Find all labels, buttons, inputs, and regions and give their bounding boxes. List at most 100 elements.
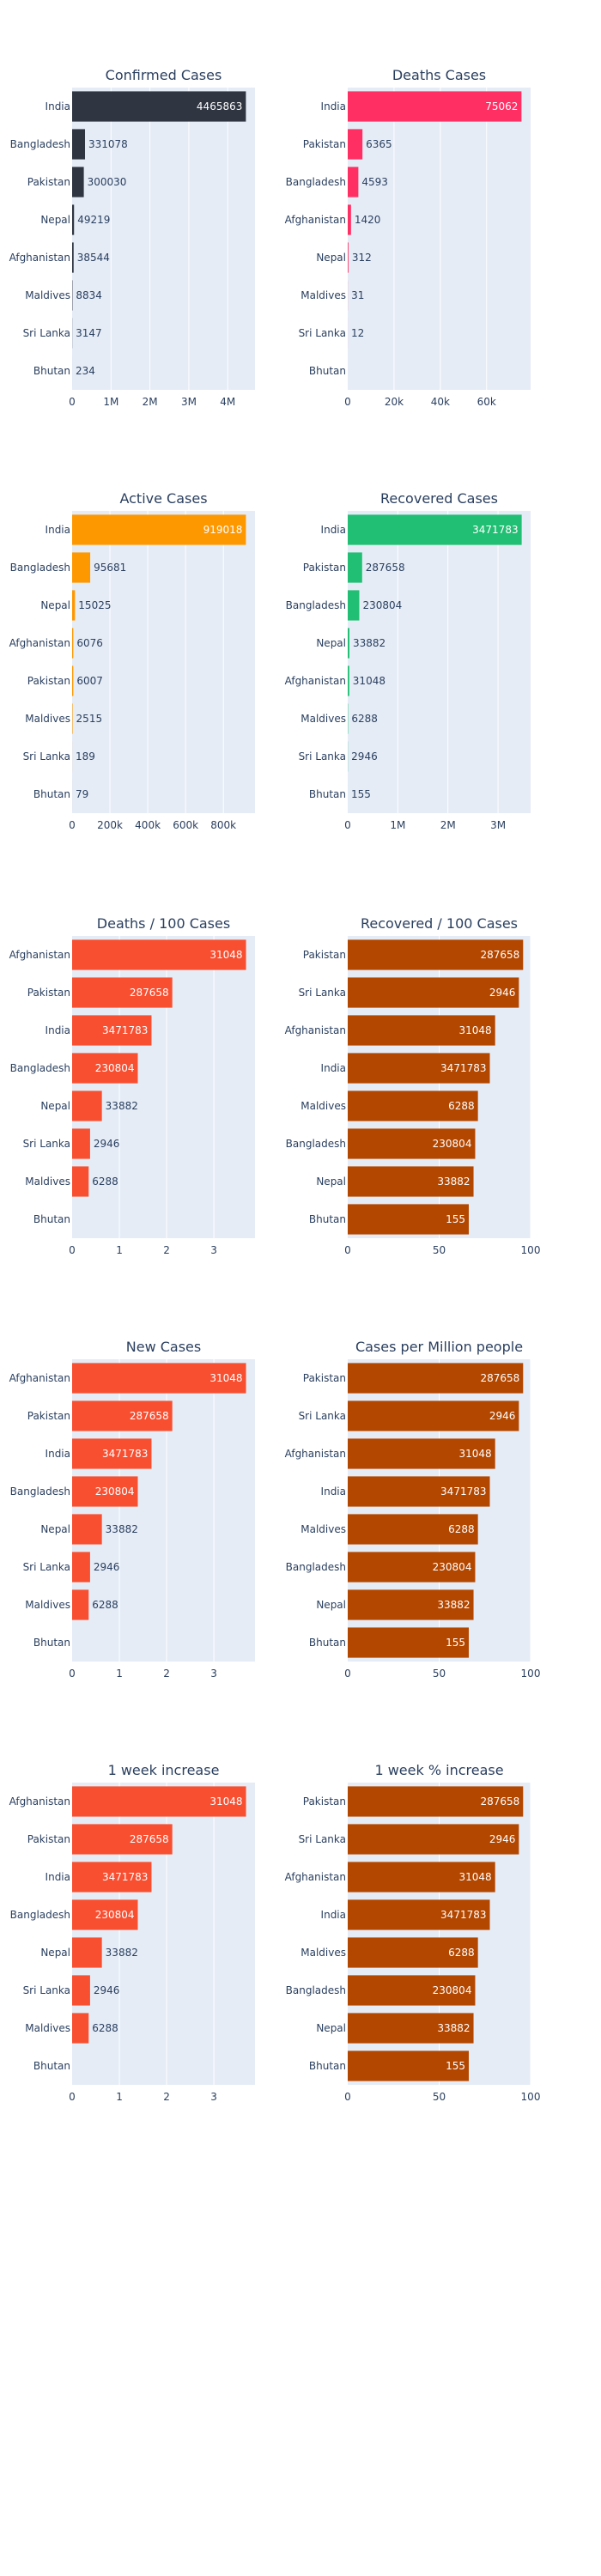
bar-value-label: 6288 [92,2022,118,2034]
bar [348,1363,524,1394]
y-category-label: Afghanistan [9,252,70,264]
bar-value-label: 230804 [95,1485,135,1498]
bar-value-label: 33882 [437,1176,470,1188]
y-category-label: Maldives [25,1176,70,1188]
chart-title: Confirmed Cases [106,67,222,83]
chart-title: New Cases [126,1339,201,1355]
x-tick-label: 0 [69,819,76,831]
bar-value-label: 230804 [362,599,402,611]
y-category-label: Bhutan [309,2060,346,2072]
bar [348,977,519,1008]
x-tick-label: 50 [433,1244,446,1256]
bar-value-label: 3471783 [440,1485,486,1498]
y-category-label: Sri Lanka [299,1410,346,1422]
bar-value-label: 33882 [106,1947,138,1959]
chart-9: 0 1 2 3 1 week increase Afghanistan 31048 Pakis… [9,1762,255,2103]
y-category-label: India [46,1871,70,1883]
x-tick-label: 40k [431,396,450,408]
y-category-label: Bangladesh [286,599,346,611]
y-category-label: Sri Lanka [23,1561,70,1573]
y-category-label: Pakistan [303,562,346,574]
y-category-label: Afghanistan [285,1024,346,1036]
chart-3: 0 200k 400k 600k 800k Active Cases India 919018… [9,490,255,831]
bar [348,939,524,970]
bar [72,977,173,1008]
y-category-label: Nepal [40,214,70,226]
bar [72,2013,89,2044]
bar-value-label: 33882 [106,1523,138,1535]
y-category-label: Nepal [40,1523,70,1535]
bar-value-label: 15025 [78,599,111,611]
bar [348,1627,470,1658]
bar [348,242,349,273]
bar [72,91,246,122]
y-category-label: Bhutan [309,1637,346,1649]
y-category-label: Maldives [25,1599,70,1611]
bar-value-label: 287658 [130,987,169,999]
bar-value-label: 6288 [448,1947,475,1959]
bar [348,1091,478,1121]
bar-value-label: 3471783 [472,524,518,536]
y-category-label: Sri Lanka [299,327,346,339]
chart-4: 0 1M 2M 3M Recovered Cases India 3471783 Pakist… [285,490,531,831]
bar-value-label: 2946 [489,987,516,999]
plot-area [348,88,531,390]
x-tick-label: 1 [116,2091,123,2103]
bar-value-label: 2946 [94,1561,120,1573]
x-tick-label: 3 [210,1244,217,1256]
y-category-label: Nepal [316,637,346,649]
y-category-label: India [46,1448,70,1460]
x-tick-label: 0 [69,1668,76,1680]
y-category-label: Bangladesh [286,1984,346,1996]
x-tick-label: 100 [521,1668,541,1680]
y-category-label: Afghanistan [285,1871,346,1883]
bar-value-label: 2946 [351,750,378,762]
y-category-label: Afghanistan [285,675,346,687]
x-tick-label: 3M [181,396,197,408]
x-tick-label: 2 [163,2091,170,2103]
bar-value-label: 12 [351,327,364,339]
bar-value-label: 38544 [77,252,110,264]
bar [72,1476,138,1507]
bar [348,1975,476,2006]
x-tick-label: 1 [116,1244,123,1256]
x-tick-label: 0 [69,1244,76,1256]
x-tick-label: 20k [385,396,404,408]
bar [348,1166,474,1197]
x-tick-label: 50 [433,2091,446,2103]
y-category-label: Pakistan [303,949,346,961]
bar [348,1786,524,1817]
chart-title: Deaths / 100 Cases [97,915,230,932]
bar-value-label: 49219 [77,214,110,226]
bar-value-label: 2946 [94,1984,120,1996]
x-tick-label: 2 [163,1244,170,1256]
bar-value-label: 31048 [458,1448,491,1460]
bar [72,242,74,273]
y-category-label: Maldives [300,1100,346,1112]
bar [72,514,246,545]
bar-value-label: 6007 [76,675,103,687]
chart-title: 1 week increase [108,1762,220,1778]
x-tick-label: 0 [69,396,76,408]
bar [72,1589,89,1620]
y-category-label: Afghanistan [9,1372,70,1384]
bar [72,939,246,970]
bar-value-label: 4593 [361,176,388,188]
bar [348,2050,470,2081]
plot-area [72,511,255,813]
bar [72,1400,173,1431]
bar-value-label: 6288 [92,1176,118,1188]
chart-title: Recovered / 100 Cases [361,915,518,932]
y-category-label: Pakistan [27,675,70,687]
bar [348,1937,478,1968]
y-category-label: Nepal [316,2022,346,2034]
bar-value-label: 300030 [88,176,127,188]
bar-value-label: 287658 [130,1410,169,1422]
y-category-label: Sri Lanka [299,987,346,999]
bar-value-label: 287658 [366,562,405,574]
y-category-label: Bhutan [33,1637,70,1649]
y-category-label: Afghanistan [9,637,70,649]
bar [72,628,74,659]
bar [348,1476,490,1507]
bar [348,1400,519,1431]
